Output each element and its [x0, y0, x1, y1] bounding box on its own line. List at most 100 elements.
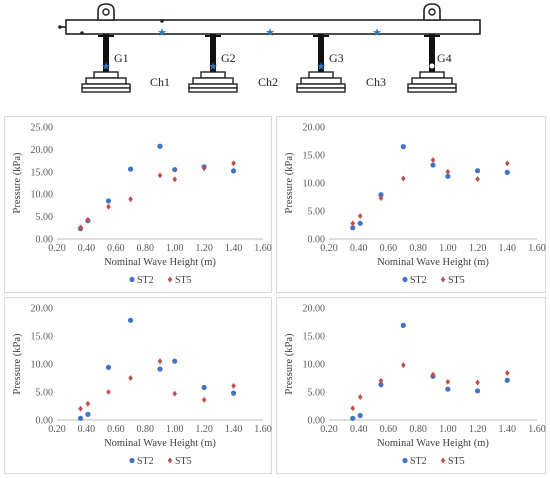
data-point-st2 [445, 173, 451, 179]
x-tick-label: 0.60 [107, 243, 125, 254]
data-point-st5 [85, 216, 91, 223]
gauge-label-g4: G4 [437, 51, 452, 65]
x-tick-label: 0.60 [380, 424, 398, 435]
data-point-st5 [445, 168, 451, 175]
data-point-st5 [475, 176, 480, 183]
x-tick-label: 1.40 [225, 424, 243, 435]
gauge-pillar: ★ [296, 34, 346, 93]
data-point-st5 [357, 213, 363, 220]
y-tick-label: 0.00 [36, 416, 54, 427]
y-tick-label: 20.00 [303, 123, 326, 134]
x-tick-label: 0.80 [137, 243, 155, 254]
data-point-st5 [172, 176, 178, 183]
x-tick-label: 0.20 [48, 243, 66, 254]
x-tick-label: 1.20 [195, 424, 213, 435]
x-tick-label: 0.40 [78, 243, 96, 254]
y-tick-label: 10.00 [31, 360, 54, 371]
legend-label-st2: ST2 [137, 275, 154, 286]
legend-marker-st5 [440, 276, 446, 283]
data-point-st2 [350, 415, 356, 421]
data-point-st5 [106, 389, 111, 395]
scatter-chart-2: 0.00 5.00 10.00 15.00 20.00 0.20 0.40 0.60 0.80 1… [284, 123, 546, 287]
data-point-st2 [378, 382, 384, 388]
legend-marker-st2 [402, 457, 408, 464]
data-point-st5 [106, 203, 111, 210]
data-point-st2 [445, 386, 451, 392]
x-tick-label: 0.20 [320, 243, 338, 254]
x-tick-label: 1.20 [469, 424, 487, 435]
y-tick-label: 5.00 [308, 388, 326, 399]
y-tick-label: 5.00 [36, 212, 54, 223]
x-tick-label: 0.60 [107, 424, 125, 435]
data-point-st5 [231, 160, 236, 167]
data-point-st2 [430, 162, 436, 168]
y-tick-label: 15.00 [31, 167, 54, 178]
beam-star-marker: ★ [265, 27, 275, 39]
y-tick-label: 10.00 [303, 360, 326, 371]
data-point-st2 [172, 358, 178, 364]
beam-star-marker: ★ [372, 27, 382, 39]
y-tick-label: 5.00 [308, 207, 326, 218]
scatter-chart-4: 0.00 5.00 10.00 15.00 20.00 0.20 0.40 0.60 0.80 1… [284, 304, 546, 468]
legend-marker-st5 [440, 457, 446, 464]
y-axis-title: Pressure (kPa) [284, 152, 295, 213]
data-point-st5 [504, 160, 510, 167]
data-point-st5 [357, 394, 363, 401]
chart-panel-bottom-left: 0.00 5.00 10.00 15.00 20.00 0.20 0.40 0.60 0.80 1… [4, 297, 272, 474]
y-tick-label: 25.00 [31, 123, 54, 134]
data-point-st5 [430, 157, 436, 164]
data-point-st5 [504, 369, 510, 376]
legend-label-st2: ST2 [410, 275, 427, 286]
data-point-st5 [201, 165, 207, 172]
x-tick-label: 0.20 [48, 424, 66, 435]
data-point-st5 [78, 405, 83, 412]
legend-marker-st5 [167, 457, 173, 464]
data-point-st2 [201, 384, 207, 391]
legend-marker-st2 [129, 457, 135, 464]
x-tick-label: 1.00 [439, 424, 457, 435]
data-point-st5 [400, 175, 406, 182]
x-tick-label: 0.80 [409, 424, 427, 435]
beam-dot [160, 19, 164, 23]
data-point-st2 [474, 388, 481, 394]
data-point-st2 [105, 198, 112, 204]
chamber-label-ch1: Ch1 [150, 75, 170, 89]
gauge-star-marker: ★ [316, 61, 326, 73]
connector-dot [58, 25, 62, 29]
y-tick-label: 0.00 [308, 235, 326, 246]
data-point-st5 [378, 195, 384, 202]
x-axis-title: Nominal Wave Height (m) [104, 438, 216, 449]
y-tick-label: 0.00 [308, 416, 326, 427]
gauge-pillar [407, 34, 457, 93]
x-tick-label: 0.40 [350, 424, 368, 435]
chart-panel-top-right: 0.00 5.00 10.00 15.00 20.00 0.20 0.40 0.60 0.80 1… [276, 116, 546, 293]
x-tick-label: 1.60 [254, 424, 272, 435]
x-tick-label: 1.20 [469, 243, 487, 254]
x-tick-label: 1.00 [166, 424, 184, 435]
data-point-st2 [350, 225, 356, 231]
data-point-st2 [127, 317, 134, 323]
data-point-st2 [105, 364, 112, 370]
data-point-st2 [127, 166, 134, 172]
data-point-st2 [504, 377, 510, 383]
data-point-st5 [445, 378, 451, 385]
y-tick-label: 0.00 [36, 235, 54, 246]
y-tick-label: 15.00 [31, 332, 54, 343]
y-tick-label: 20.00 [31, 145, 54, 156]
data-point-st5 [430, 371, 436, 378]
x-tick-label: 1.40 [499, 424, 517, 435]
legend-marker-st2 [402, 276, 408, 283]
legend-marker-st2 [129, 276, 135, 283]
x-tick-label: 1.60 [528, 424, 546, 435]
y-axis-title: Pressure (kPa) [12, 152, 23, 213]
y-tick-label: 5.00 [36, 388, 54, 399]
data-point-st2 [357, 412, 363, 419]
x-tick-label: 0.60 [380, 243, 398, 254]
data-point-st5 [475, 379, 480, 386]
data-point-st5 [378, 377, 384, 384]
data-point-st2 [378, 192, 384, 198]
gauge-pillar: ★ [81, 34, 131, 93]
y-tick-label: 10.00 [303, 179, 326, 190]
data-point-st2 [172, 166, 178, 173]
chamber-label-ch3: Ch3 [366, 75, 386, 89]
